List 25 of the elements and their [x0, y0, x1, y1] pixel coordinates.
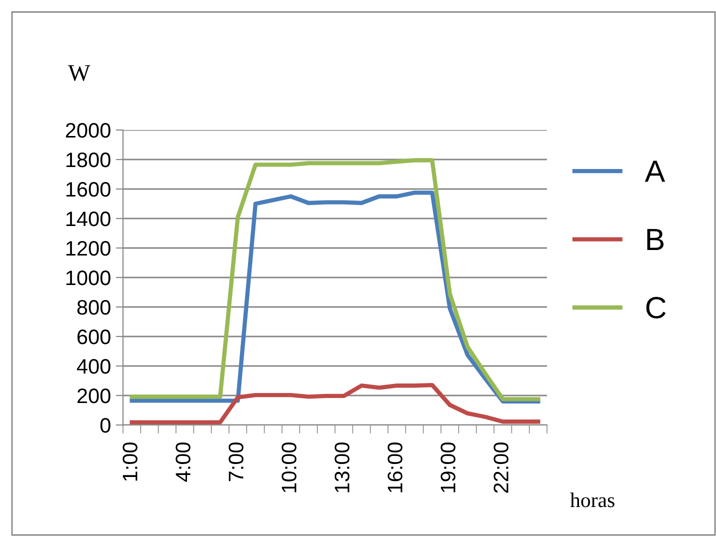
line-series [130, 382, 540, 424]
y-tick-label: 1000 [66, 270, 110, 286]
y-tick-label: 1400 [66, 212, 110, 226]
x-tick-label: 13:00 [334, 442, 350, 492]
y-axis-title: W [68, 65, 90, 82]
x-tick-label: 22:00 [494, 442, 508, 493]
x-tick-label: 19:00 [440, 442, 456, 492]
x-tick-label: 7:00 [228, 442, 244, 482]
y-tick-label: 200 [77, 388, 110, 404]
y-tick-label: 1200 [66, 241, 110, 256]
x-axis-title: horas [570, 492, 614, 508]
y-tick-label: 400 [76, 359, 110, 374]
y-tick-label: 800 [77, 300, 110, 315]
y-tick-label: 1600 [66, 182, 110, 197]
legend-label: A [644, 160, 666, 182]
x-tick-label: 10:00 [282, 442, 296, 492]
legend-label: C [646, 296, 666, 319]
x-tick-label: 1:00 [122, 442, 138, 481]
y-tick-label: 2000 [66, 123, 110, 138]
y-tick-label: 0 [100, 418, 110, 433]
y-tick-label: 600 [77, 330, 110, 344]
y-tick-label: 1800 [66, 152, 110, 168]
x-tick-label: 4:00 [176, 442, 190, 482]
legend-label: B [647, 228, 664, 250]
x-tick-label: 16:00 [388, 442, 402, 492]
